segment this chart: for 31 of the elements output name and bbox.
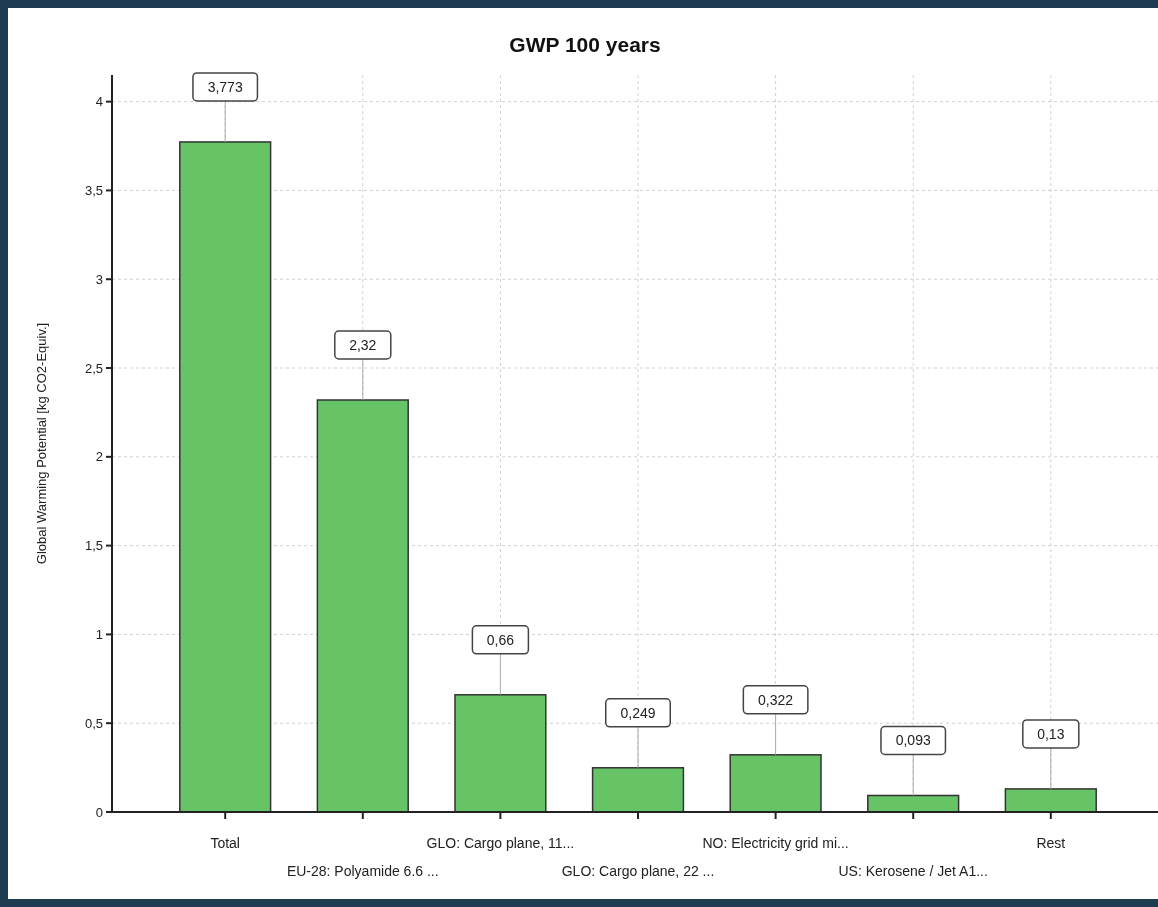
- x-tick-label: GLO: Cargo plane, 11...: [426, 835, 575, 851]
- data-label: 3,773: [207, 78, 243, 95]
- y-tick-label: 2: [95, 449, 103, 465]
- chart-title: GWP 100 years: [509, 33, 661, 56]
- bar: [591, 767, 685, 813]
- bar: [729, 754, 822, 813]
- bar: [454, 694, 547, 813]
- y-tick-label: 4: [95, 94, 103, 110]
- x-tick-label: Total: [210, 835, 240, 851]
- bar: [1004, 788, 1097, 813]
- data-label: 0,66: [486, 631, 515, 648]
- data-label: 0,13: [1037, 725, 1065, 742]
- y-tick-label: 3,5: [84, 182, 103, 198]
- bar: [316, 399, 409, 813]
- x-tick-label: GLO: Cargo plane, 22 ...: [561, 863, 715, 879]
- data-label: 0,249: [620, 704, 656, 721]
- bar: [179, 141, 272, 813]
- x-tick-label: NO: Electricity grid mi...: [702, 835, 849, 851]
- x-tick-label: Rest: [1036, 835, 1066, 851]
- data-label: 0,093: [895, 732, 931, 749]
- y-tick-label: 1,5: [84, 538, 103, 554]
- y-axis-title: Global Warming Potential [kg CO2-Equiv.]: [34, 322, 49, 565]
- x-tick-label: US: Kerosene / Jet A1...: [838, 863, 988, 879]
- y-tick-label: 0,5: [84, 715, 103, 731]
- y-tick-label: 0: [95, 804, 103, 820]
- y-tick-label: 2,5: [84, 360, 103, 376]
- data-label: 0,322: [758, 691, 794, 708]
- y-tick-label: 3: [95, 271, 103, 287]
- x-tick-label: EU-28: Polyamide 6.6 ...: [286, 863, 439, 879]
- y-tick-label: 1: [95, 626, 103, 642]
- data-label: 2,32: [349, 336, 377, 353]
